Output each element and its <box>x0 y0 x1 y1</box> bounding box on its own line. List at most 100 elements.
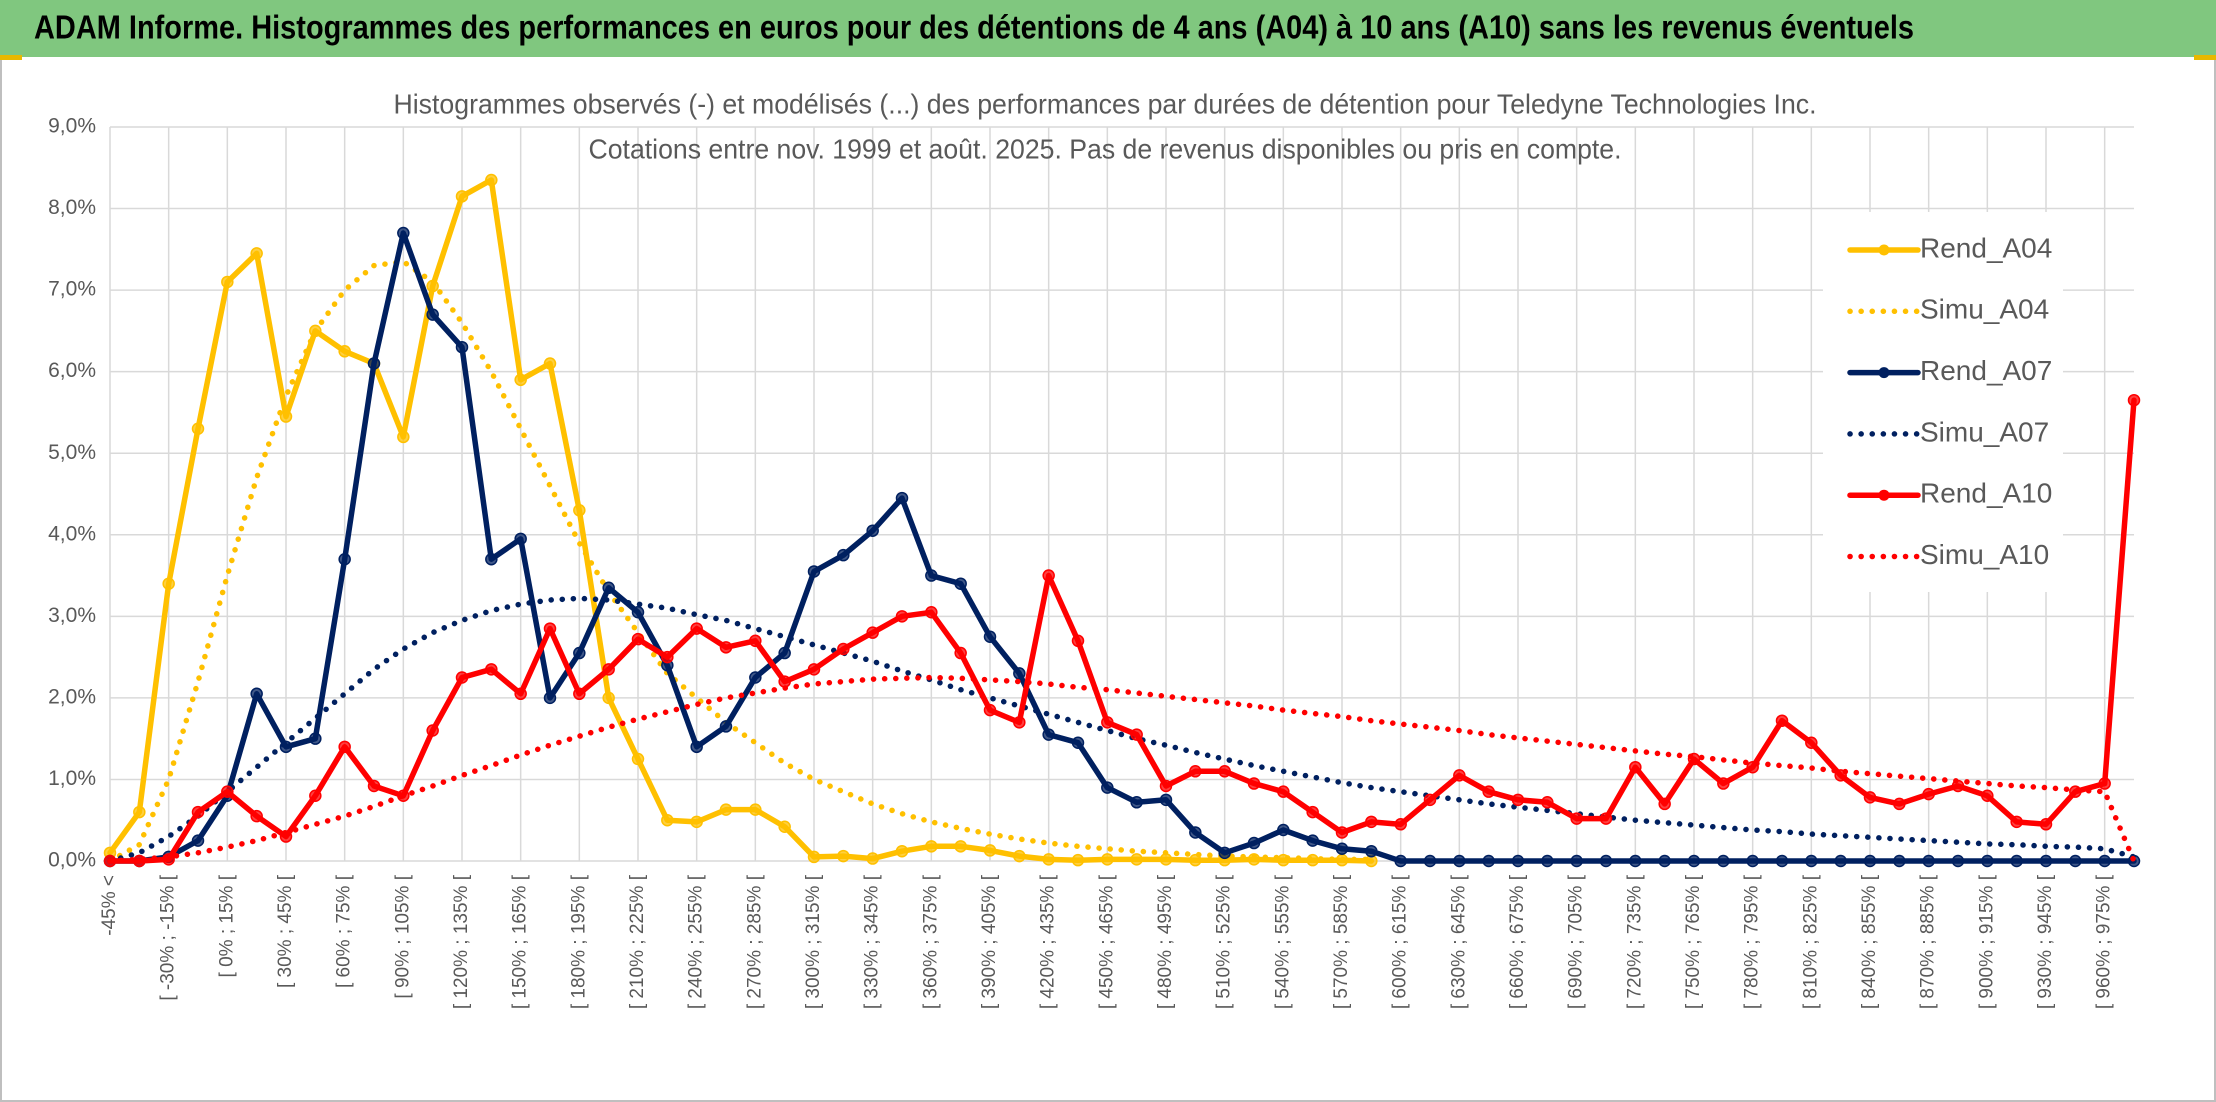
legend-label: Simu_A04 <box>1920 294 2049 325</box>
point <box>1189 765 1202 778</box>
point <box>1717 777 1730 790</box>
x-tick-label: [ 690% ; 705% [ <box>1566 874 1587 1009</box>
x-tick-label: [ 840% ; 855% [ <box>1859 874 1880 1009</box>
point <box>514 373 527 387</box>
point <box>455 340 469 354</box>
point <box>661 650 674 664</box>
point <box>543 357 557 370</box>
point <box>1013 716 1026 729</box>
point <box>749 671 762 684</box>
y-tick-label: 9,0% <box>48 115 96 138</box>
point <box>1277 823 1290 837</box>
point <box>338 740 351 754</box>
point <box>133 805 146 819</box>
point <box>191 422 205 436</box>
point <box>631 632 645 646</box>
point <box>1189 853 1202 867</box>
point <box>397 226 410 240</box>
corner-right <box>2194 55 2216 60</box>
point <box>1717 854 1730 868</box>
x-tick-label: [ 120% ; 135% [ <box>451 874 472 1009</box>
point <box>1863 854 1877 868</box>
point <box>1159 793 1173 807</box>
x-tick-label: [ 960% ; 975% [ <box>2094 874 2115 1009</box>
x-tick-label: [ 660% ; 675% [ <box>1507 874 1528 1009</box>
point <box>1159 779 1173 793</box>
point <box>925 606 938 619</box>
point <box>954 840 967 853</box>
y-tick-label: 6,0% <box>48 359 96 382</box>
point <box>1247 777 1261 790</box>
x-tick-label: [ 300% ; 315% [ <box>803 874 824 1009</box>
point <box>602 581 615 595</box>
point <box>954 577 967 590</box>
x-tick-label: [ 0% ; 15% [ <box>216 874 237 977</box>
point <box>631 752 645 766</box>
point <box>1922 787 1935 801</box>
point <box>1306 805 1319 819</box>
point <box>191 834 205 847</box>
point <box>866 626 879 639</box>
point <box>983 630 997 643</box>
point <box>573 646 586 660</box>
point <box>2039 854 2053 868</box>
point <box>309 789 322 803</box>
point <box>543 622 557 635</box>
point <box>602 663 615 676</box>
point <box>837 548 850 562</box>
point <box>1541 854 1554 868</box>
chart-subtitle: Cotations entre nov. 1999 et août. 2025.… <box>589 133 1622 164</box>
point <box>895 491 909 505</box>
point <box>631 606 645 619</box>
point <box>1834 854 1847 868</box>
point <box>573 504 586 517</box>
y-tick-label: 8,0% <box>48 196 96 219</box>
series-line <box>107 230 2137 864</box>
point <box>1013 667 1026 680</box>
point <box>925 840 938 853</box>
point <box>1218 846 1231 860</box>
point <box>1042 569 1055 582</box>
point <box>778 820 791 833</box>
point <box>1511 854 1525 868</box>
point <box>543 691 557 705</box>
point <box>1863 791 1877 804</box>
point <box>1453 854 1466 868</box>
point <box>573 687 586 701</box>
legend-marker <box>1878 489 1890 501</box>
x-tick-label: [ 900% ; 915% [ <box>1976 874 1997 1009</box>
point <box>1893 797 1906 811</box>
y-tick-label: 7,0% <box>48 278 96 301</box>
point <box>1101 853 1114 866</box>
point <box>426 308 439 321</box>
point <box>661 813 674 827</box>
point <box>1599 854 1613 868</box>
x-tick-label: [ 540% ; 555% [ <box>1272 874 1293 1009</box>
point <box>338 345 351 358</box>
point <box>1482 785 1495 798</box>
corner-left <box>0 55 22 60</box>
point <box>1981 854 1994 868</box>
point <box>1541 796 1554 809</box>
point <box>2010 854 2023 868</box>
legend-label: Simu_A10 <box>1920 539 2049 570</box>
point <box>1746 854 1759 868</box>
legend-marker <box>1878 367 1890 379</box>
point <box>1189 826 1202 839</box>
point <box>1013 849 1026 863</box>
x-tick-label: [ 570% ; 585% [ <box>1331 874 1352 1009</box>
point <box>485 552 498 566</box>
x-tick-label: [ 60% ; 75% [ <box>334 874 355 988</box>
point <box>1629 760 1642 774</box>
point <box>1071 736 1085 749</box>
point <box>690 622 703 635</box>
point <box>426 724 439 737</box>
x-tick-label: [ 480% ; 495% [ <box>1155 874 1176 1009</box>
point <box>983 703 997 717</box>
point <box>191 805 205 819</box>
point <box>690 815 703 829</box>
point <box>2098 854 2111 868</box>
point <box>485 173 498 187</box>
point <box>1071 853 1085 867</box>
